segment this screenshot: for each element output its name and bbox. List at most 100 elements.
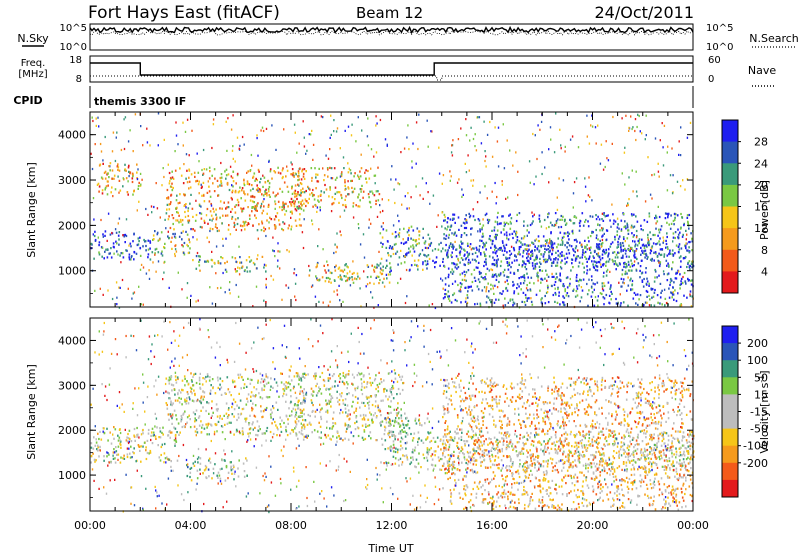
power-cell (650, 304, 652, 306)
power-speckle (492, 156, 493, 158)
power-cell (468, 253, 470, 255)
power-cell (601, 293, 603, 295)
power-speckle (628, 127, 629, 129)
velocity-cell (129, 438, 131, 440)
power-speckle (451, 175, 452, 177)
power-speckle (331, 177, 332, 179)
velocity-cell (302, 419, 304, 421)
power-speckle (429, 203, 430, 205)
power-cell (564, 290, 566, 292)
power-speckle (322, 248, 323, 250)
velocity-cell (118, 446, 120, 448)
power-cell (315, 275, 317, 277)
power-speckle (678, 154, 679, 156)
power-speckle (120, 261, 121, 263)
power-cell (435, 261, 437, 263)
power-cell (657, 242, 659, 244)
colorbar-tick-label: 8 (761, 244, 768, 257)
velocity-cell (133, 452, 135, 454)
power-speckle (600, 163, 601, 165)
power-cell (623, 278, 625, 280)
velocity-cell (345, 408, 347, 410)
power-cell (643, 250, 645, 252)
velocity-cell (162, 427, 164, 429)
power-cell (447, 221, 449, 223)
power-cell (334, 167, 336, 169)
power-cell (444, 296, 446, 298)
power-cell (564, 258, 566, 260)
velocity-cell (242, 427, 244, 429)
velocity-cell (127, 433, 129, 435)
power-cell (476, 247, 478, 249)
power-cell (531, 301, 533, 303)
velocity-cell (127, 456, 129, 458)
power-cell (456, 255, 458, 257)
power-cell (459, 254, 461, 256)
velocity-cell (106, 428, 108, 430)
power-speckle (599, 224, 600, 226)
power-cell (667, 248, 669, 250)
velocity-cell (277, 409, 279, 411)
velocity-cell (398, 465, 400, 467)
power-speckle (659, 176, 660, 178)
power-speckle (686, 234, 687, 236)
velocity-cell (228, 472, 230, 474)
power-cell (566, 277, 568, 279)
power-speckle (367, 283, 368, 285)
velocity-cell (148, 433, 150, 435)
power-cell (490, 239, 492, 241)
velocity-cell (547, 465, 549, 467)
velocity-cell (193, 462, 195, 464)
power-cell (191, 173, 193, 175)
power-speckle (333, 252, 334, 254)
power-speckle (201, 169, 202, 171)
power-speckle (260, 129, 261, 131)
power-cell (161, 253, 163, 255)
velocity-cell (235, 401, 237, 403)
power-speckle (153, 206, 154, 208)
velocity-cell (305, 374, 307, 376)
power-cell (599, 256, 601, 258)
velocity-cell (400, 408, 402, 410)
power-cell (205, 261, 207, 263)
power-speckle (617, 218, 618, 220)
power-speckle (347, 180, 348, 182)
velocity-cell (264, 385, 266, 387)
power-cell (389, 247, 391, 249)
power-speckle (119, 218, 120, 220)
velocity-cell (219, 384, 221, 386)
power-cell (136, 172, 138, 174)
power-cell (170, 241, 172, 243)
power-cell (266, 192, 268, 194)
velocity-cell (406, 454, 408, 456)
velocity-cell (371, 419, 373, 421)
power-cell (116, 232, 118, 234)
velocity-cell (365, 423, 367, 425)
power-speckle (587, 136, 588, 138)
power-cell (629, 250, 631, 252)
velocity-cell (308, 414, 310, 416)
power-cell (495, 221, 497, 223)
velocity-cell (242, 433, 244, 435)
power-cell (172, 233, 174, 235)
velocity-cell (188, 383, 190, 385)
power-cell (513, 292, 515, 294)
velocity-cell (393, 450, 395, 452)
power-cell (152, 251, 154, 253)
power-cell (543, 235, 545, 237)
power-cell (262, 186, 264, 188)
power-cell (282, 167, 284, 169)
power-cell (655, 251, 657, 253)
power-cell (294, 205, 296, 207)
power-cell (592, 263, 594, 265)
power-speckle (461, 188, 462, 190)
power-speckle (570, 139, 571, 141)
power-speckle (511, 253, 512, 255)
power-speckle (532, 133, 533, 135)
power-cell (506, 276, 508, 278)
velocity-cell (115, 462, 117, 464)
power-cell (539, 250, 541, 252)
power-cell (228, 206, 230, 208)
power-speckle (293, 272, 294, 274)
velocity-cell (304, 428, 306, 430)
